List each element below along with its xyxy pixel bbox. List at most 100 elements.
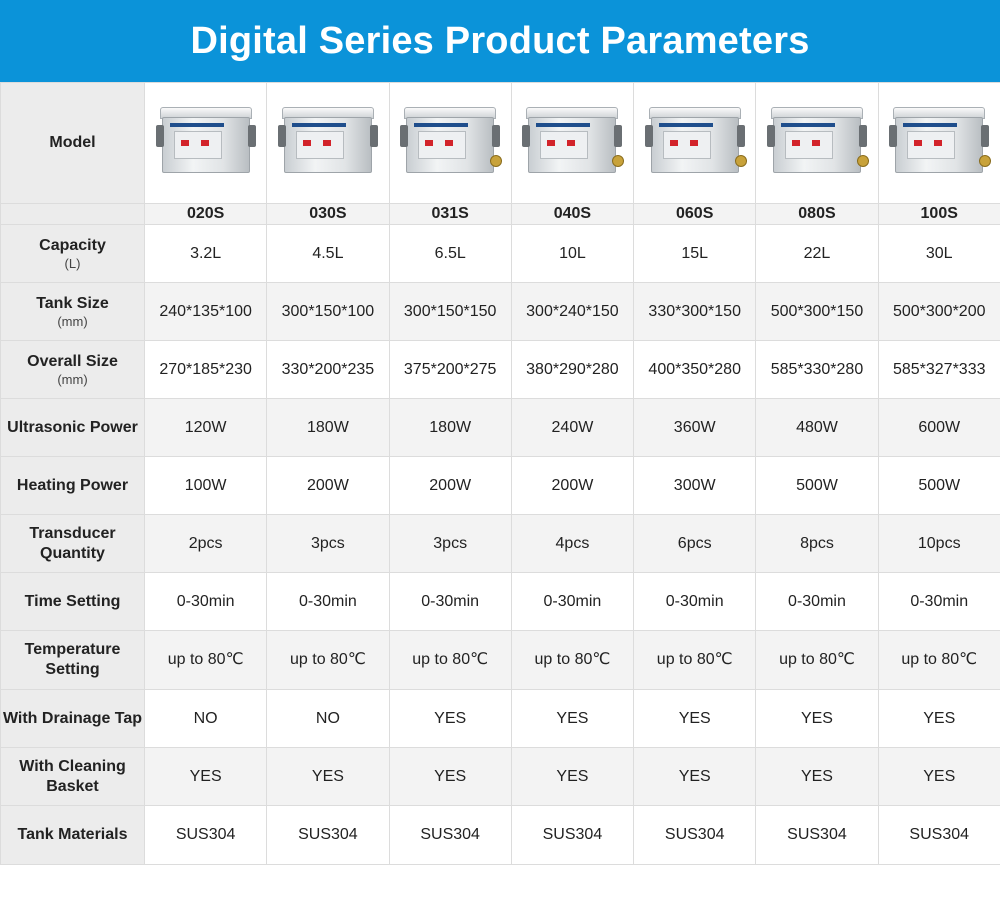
title-banner: Digital Series Product Parameters <box>0 0 1000 82</box>
spec-value-cell: 300*150*100 <box>266 282 390 341</box>
product-image-cell <box>388 82 512 204</box>
spec-value-cell: 0-30min <box>143 572 268 631</box>
product-image-cell <box>266 82 390 204</box>
product-image-cell <box>755 82 879 204</box>
spec-value-cell: 585*330*280 <box>755 340 879 399</box>
spec-value-cell: 0-30min <box>877 572 1000 631</box>
spec-value-cell: SUS304 <box>266 805 390 865</box>
spec-value-cell: 3.2L <box>143 224 268 283</box>
spec-value-cell: 120W <box>143 398 268 457</box>
spec-value-cell: 500W <box>755 456 879 515</box>
spec-value-cell: 300W <box>633 456 757 515</box>
row-label: Tank Size (mm) <box>0 282 145 341</box>
row-label-unit: (mm) <box>57 371 88 387</box>
row-label-model: Model <box>0 82 145 204</box>
row-label-text: Temperature Setting <box>24 641 121 678</box>
spec-value-cell: YES <box>266 747 390 806</box>
spec-value-cell: 4.5L <box>266 224 390 283</box>
spec-value-cell: YES <box>510 747 635 806</box>
spec-value-cell: 500*300*150 <box>755 282 879 341</box>
spec-value-cell: YES <box>388 689 512 748</box>
spec-row: With Drainage Tap NO NO YES YES YES YES YES <box>0 689 1000 748</box>
spec-value-cell: 15L <box>633 224 757 283</box>
ultrasonic-cleaner-image <box>889 107 992 177</box>
spec-value-cell: YES <box>877 689 1000 748</box>
spec-value-cell: SUS304 <box>388 805 512 865</box>
spec-value-cell: 240W <box>510 398 635 457</box>
spec-value-cell: up to 80℃ <box>633 630 757 690</box>
spec-value-cell: YES <box>143 747 268 806</box>
page-title: Digital Series Product Parameters <box>190 19 810 62</box>
spec-value-cell: up to 80℃ <box>510 630 635 690</box>
spec-value-cell: 6pcs <box>633 514 757 573</box>
spec-value-cell: 600W <box>877 398 1000 457</box>
model-code-cell: 031S <box>388 203 512 225</box>
spec-value-cell: 480W <box>755 398 879 457</box>
row-label: Capacity (L) <box>0 224 145 283</box>
spec-row: Overall Size (mm) 270*185*230 330*200*235 37… <box>0 340 1000 399</box>
row-label: Tank Materials <box>0 805 145 865</box>
row-label-unit: (L) <box>64 255 81 271</box>
row-label-text: Tank Materials <box>17 826 128 843</box>
spec-value-cell: up to 80℃ <box>143 630 268 690</box>
spec-row: Transducer Quantity 2pcs 3pcs 3pcs 4pcs 6pcs 8… <box>0 514 1000 573</box>
ultrasonic-cleaner-image <box>277 107 378 177</box>
row-label-text: Transducer Quantity <box>29 524 116 562</box>
spec-value-cell: SUS304 <box>755 805 879 865</box>
model-code-cell: 020S <box>143 203 268 225</box>
spec-value-cell: 330*200*235 <box>266 340 390 399</box>
spec-value-cell: 270*185*230 <box>143 340 268 399</box>
spec-value-cell: 180W <box>388 398 512 457</box>
spec-value-cell: 400*350*280 <box>633 340 757 399</box>
spec-value-cell: 8pcs <box>755 514 879 573</box>
spec-value-cell: NO <box>143 689 268 748</box>
spec-value-cell: 360W <box>633 398 757 457</box>
spec-row: With Cleaning Basket YES YES YES YES YES YES YE… <box>0 747 1000 806</box>
spec-value-cell: 0-30min <box>510 572 635 631</box>
spec-value-cell: YES <box>755 689 879 748</box>
spec-value-cell: YES <box>388 747 512 806</box>
spec-value-cell: SUS304 <box>143 805 268 865</box>
row-label: Time Setting <box>0 572 145 631</box>
spec-value-cell: NO <box>266 689 390 748</box>
spec-value-cell: 200W <box>266 456 390 515</box>
spec-value-cell: 200W <box>510 456 635 515</box>
spec-value-cell: YES <box>510 689 635 748</box>
row-label: Ultrasonic Power <box>0 398 145 457</box>
row-label-text: With Cleaning Basket <box>19 757 126 795</box>
model-code-cell: 100S <box>877 203 1000 225</box>
spec-value-cell: 240*135*100 <box>143 282 268 341</box>
spec-value-cell: 0-30min <box>266 572 390 631</box>
spec-value-cell: 0-30min <box>388 572 512 631</box>
spec-value-cell: 300*240*150 <box>510 282 635 341</box>
spec-value-cell: SUS304 <box>633 805 757 865</box>
spec-table: Model 020S 030S 031S 040S 060S 080S 100S Capacit… <box>0 82 1000 865</box>
model-code-cell: 030S <box>266 203 390 225</box>
spec-value-cell: 3pcs <box>266 514 390 573</box>
spec-value-cell: 100W <box>143 456 268 515</box>
row-label-text: Tank Size <box>36 294 109 312</box>
ultrasonic-cleaner-image <box>155 107 256 177</box>
spec-row: Tank Size (mm) 240*135*100 300*150*100 300*1… <box>0 282 1000 341</box>
model-code-cell: 080S <box>755 203 879 225</box>
spec-value-cell: 10pcs <box>877 514 1000 573</box>
spec-value-cell: YES <box>877 747 1000 806</box>
spec-value-cell: 2pcs <box>143 514 268 573</box>
product-image-cell <box>633 82 757 204</box>
row-label: With Drainage Tap <box>0 689 145 748</box>
product-image-cell <box>510 82 635 204</box>
row-label-text: Heating Power <box>16 476 129 494</box>
row-label-text: Overall Size <box>27 352 118 370</box>
spec-value-cell: 0-30min <box>755 572 879 631</box>
model-code-cell: 060S <box>633 203 757 225</box>
spec-value-cell: SUS304 <box>877 805 1000 865</box>
spec-value-cell: SUS304 <box>510 805 635 865</box>
model-code-cell: 040S <box>510 203 635 225</box>
spec-row: Time Setting 0-30min 0-30min 0-30min 0-30min… <box>0 572 1000 631</box>
spec-value-cell: 6.5L <box>388 224 512 283</box>
row-label-text: With Drainage Tap <box>2 709 143 727</box>
spec-value-cell: 380*290*280 <box>510 340 635 399</box>
ultrasonic-cleaner-image <box>644 107 747 177</box>
product-image-cell <box>877 82 1000 204</box>
spec-row: Ultrasonic Power 120W 180W 180W 240W 360W 480W… <box>0 398 1000 457</box>
